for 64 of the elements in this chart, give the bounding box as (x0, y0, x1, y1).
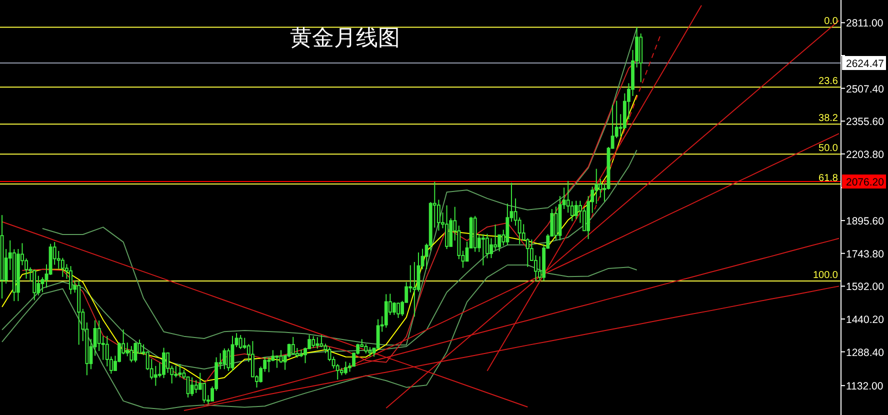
y-tick-label: 1592.00 (846, 281, 884, 294)
candlestick (320, 334, 324, 348)
candlestick (344, 361, 348, 376)
candlestick (295, 347, 299, 358)
annotation: 100.0 (812, 270, 838, 281)
candlestick (368, 346, 372, 358)
candlestick (312, 336, 316, 348)
candlestick (154, 365, 158, 386)
candlestick (222, 348, 226, 370)
candlestick (238, 334, 242, 350)
candlestick (570, 200, 574, 222)
candlestick (190, 376, 194, 396)
text: 黄金月线图 (290, 25, 400, 50)
annotation: 0.0 (824, 16, 838, 28)
candlestick (376, 318, 380, 350)
candlestick (574, 200, 578, 220)
candlestick (60, 257, 64, 278)
y-tick-label: 1743.80 (846, 248, 884, 260)
candlestick (166, 352, 170, 374)
candlestick (445, 204, 448, 250)
y-tick-label: 2355.60 (846, 116, 884, 128)
candlestick (194, 380, 198, 394)
candlestick (598, 178, 602, 198)
candlestick (486, 233, 489, 259)
candlestick (130, 346, 134, 363)
candlestick (40, 276, 44, 293)
candlestick (554, 206, 558, 241)
y-tick-label: 1440.20 (846, 314, 884, 326)
candlestick (226, 348, 230, 372)
annotation: 38.2 (818, 113, 838, 124)
y-tick-label: 2507.40 (846, 83, 884, 96)
candlestick (275, 354, 279, 368)
candlestick (494, 224, 498, 251)
candlestick (32, 269, 36, 301)
y-tick-label: 2203.80 (846, 148, 884, 161)
annotation: 50.0 (818, 143, 838, 154)
candlestick (202, 382, 206, 404)
candlestick (384, 294, 388, 328)
candlestick (364, 344, 368, 354)
y-tick-label: 1132.00 (846, 380, 884, 393)
candlestick (412, 261, 416, 318)
candlestick (328, 346, 332, 362)
candlestick (396, 302, 400, 318)
candlestick (490, 238, 493, 259)
candlestick (126, 342, 130, 357)
candlestick (436, 199, 440, 232)
candlestick (267, 357, 271, 373)
candlestick (336, 363, 340, 380)
candlestick (134, 342, 138, 363)
candlestick (316, 336, 320, 350)
candlestick (178, 363, 182, 378)
y-tick-label: 1895.60 (846, 216, 884, 228)
candlestick (69, 266, 72, 295)
annotation: 23.6 (818, 76, 838, 88)
y-tick-label: 2811.00 (846, 18, 884, 30)
candlestick (279, 350, 283, 364)
candlestick (162, 347, 166, 379)
ref-line-label: 2076.20 (846, 176, 884, 189)
candlestick (481, 234, 485, 266)
y-tick-label: 1288.40 (846, 346, 884, 359)
candlestick (291, 336, 295, 356)
candlestick (392, 302, 396, 316)
ref-line-label: 2624.47 (846, 58, 884, 70)
line-series (2, 264, 638, 410)
